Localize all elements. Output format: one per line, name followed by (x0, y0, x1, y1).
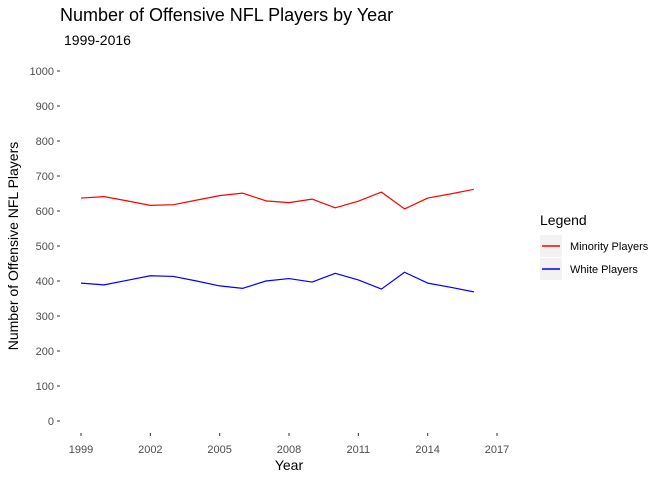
x-tick-label: 2017 (485, 444, 509, 456)
legend-label: White Players (570, 264, 638, 276)
plot-area (80, 188, 475, 293)
y-tick-label: 200 (36, 346, 54, 358)
x-tick-label: 2002 (138, 444, 162, 456)
series-line-minority-players (80, 188, 475, 210)
x-axis-title: Year (275, 457, 304, 473)
y-tick-label: 800 (36, 136, 54, 148)
y-tick-label: 700 (36, 171, 54, 183)
y-tick-label: 900 (36, 101, 54, 113)
y-tick-label: 400 (36, 276, 54, 288)
series-line-white-players (80, 271, 475, 293)
legend-items: Minority Players White Players (540, 235, 649, 280)
x-axis: 1999 2002 2005 2008 2011 2014 2017 (69, 433, 509, 456)
legend-label: Minority Players (570, 241, 649, 253)
y-tick-label: 500 (36, 241, 54, 253)
y-tick-label: 300 (36, 311, 54, 323)
chart-title: Number of Offensive NFL Players by Year (60, 5, 393, 25)
y-axis-title: Number of Offensive NFL Players (5, 142, 21, 351)
x-tick-label: 1999 (69, 444, 93, 456)
legend: Legend Minority Players White Players (540, 212, 649, 280)
legend-title: Legend (540, 212, 587, 228)
y-axis: 0 100 200 300 400 500 600 700 800 900 1000 (30, 66, 60, 428)
y-tick-label: 0 (48, 416, 54, 428)
x-tick-label: 2008 (277, 444, 301, 456)
chart-subtitle: 1999-2016 (64, 32, 131, 48)
x-tick-label: 2011 (347, 444, 371, 456)
y-tick-label: 600 (36, 206, 54, 218)
x-tick-label: 2014 (415, 444, 439, 456)
y-tick-label: 1000 (30, 66, 54, 78)
x-tick-label: 2005 (207, 444, 231, 456)
y-tick-label: 100 (36, 381, 54, 393)
